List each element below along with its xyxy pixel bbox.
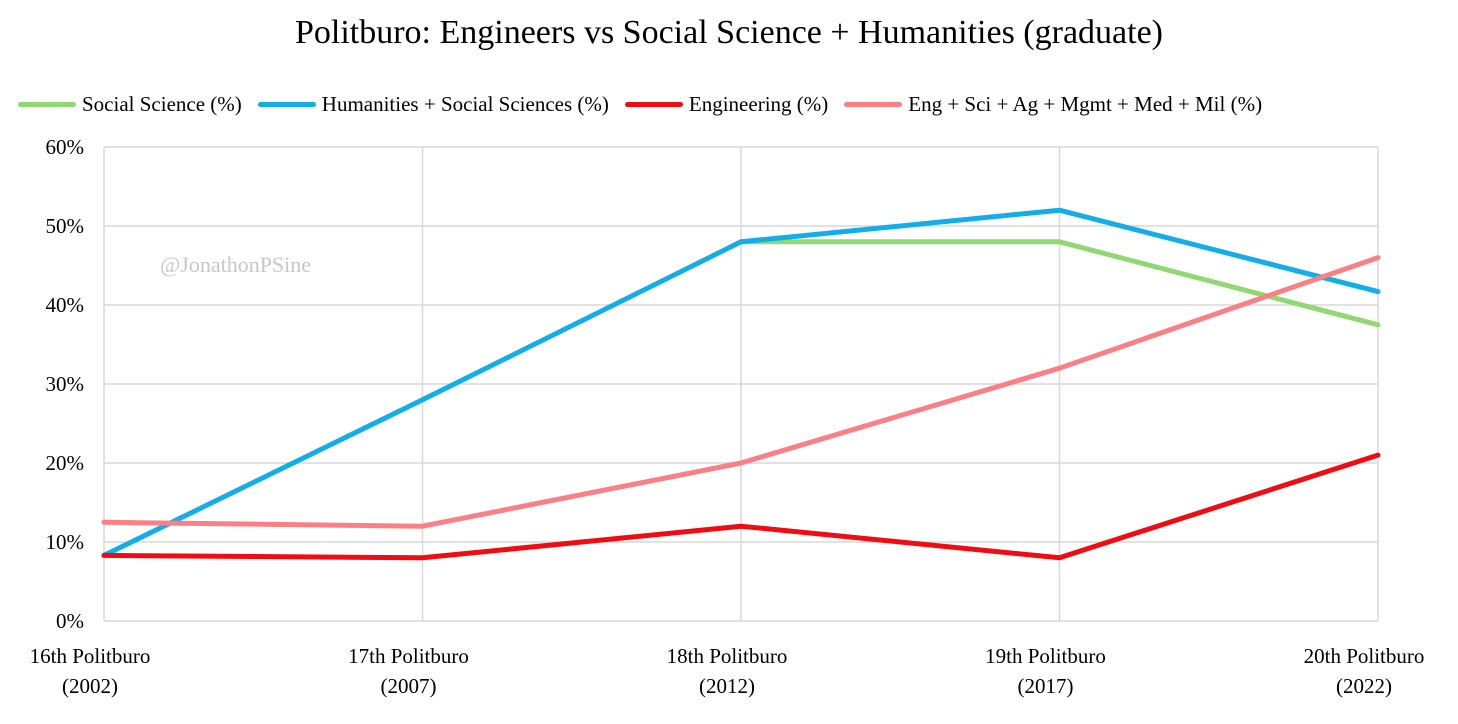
y-tick-label: 30%: [46, 372, 85, 396]
x-tick-label: (2017): [1018, 674, 1074, 698]
x-tick-label: 19th Politburo: [985, 644, 1106, 668]
legend-item-humanities: Humanities + Social Sciences (%): [257, 91, 609, 117]
x-tick-label: (2012): [699, 674, 755, 698]
series-line-1: [101, 207, 1381, 558]
legend-swatch-humanities: [257, 101, 316, 107]
x-tick-label: 16th Politburo: [30, 644, 151, 668]
watermark: @JonathonPSine: [160, 252, 312, 277]
series-line-2: [101, 452, 1381, 561]
y-tick-label: 40%: [46, 293, 85, 317]
x-tick-label: 20th Politburo: [1304, 644, 1425, 668]
x-tick-label: (2022): [1336, 674, 1392, 698]
legend-swatch-engineering: [624, 101, 683, 107]
legend-item-engineering: Engineering (%): [624, 91, 829, 117]
x-tick-label: (2007): [381, 674, 437, 698]
legend-item-social-science: Social Science (%): [18, 92, 242, 117]
legend-item-stem-combined: Eng + Sci + Ag + Mgmt + Med + Mil (%): [844, 92, 1262, 117]
y-tick-label: 0%: [56, 609, 84, 633]
legend-label-engineering: Engineering (%): [688, 91, 829, 116]
y-tick-label: 10%: [46, 530, 85, 554]
legend: Social Science (%) Humanities + Social S…: [18, 88, 1278, 120]
x-tick-label: 18th Politburo: [667, 644, 788, 668]
x-tick-label: 17th Politburo: [348, 644, 469, 668]
legend-swatch-social-science: [18, 101, 76, 107]
x-tick-label: (2002): [62, 674, 118, 698]
series-line-3: [101, 255, 1381, 529]
series-line-0: [738, 239, 1381, 328]
y-tick-label: 20%: [46, 451, 85, 475]
legend-label-social-science: Social Science (%): [82, 91, 242, 116]
legend-swatch-stem-combined: [844, 101, 903, 107]
chart-title: Politburo: Engineers vs Social Science +…: [294, 14, 1163, 51]
legend-label-humanities: Humanities + Social Sciences (%): [321, 91, 609, 116]
legend-label-stem-combined: Eng + Sci + Ag + Mgmt + Med + Mil (%): [908, 91, 1263, 116]
y-tick-label: 50%: [46, 214, 85, 238]
y-tick-label: 60%: [46, 135, 85, 159]
